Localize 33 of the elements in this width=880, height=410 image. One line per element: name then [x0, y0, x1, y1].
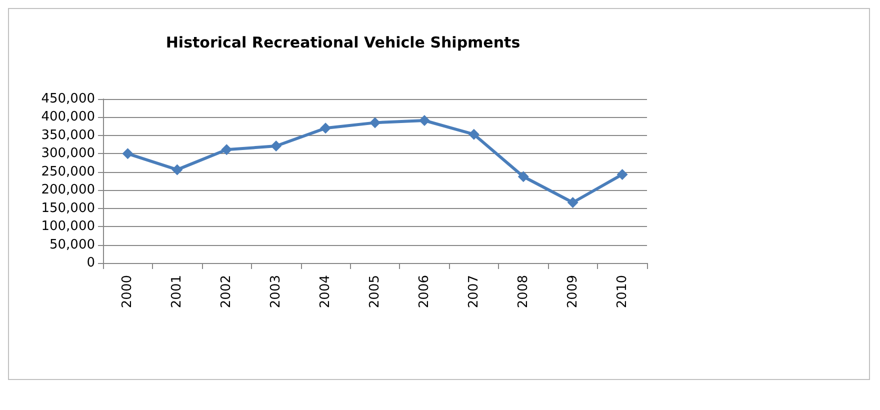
point [518, 171, 529, 182]
point [221, 144, 232, 156]
y-tick-label: 50,000 [50, 237, 95, 252]
y-tick-label: 300,000 [41, 146, 95, 162]
point [616, 168, 628, 180]
x-tick-label: 2010 [614, 275, 630, 308]
x-tick-label: 2004 [318, 275, 334, 308]
point [270, 140, 282, 152]
y-tick-label: 100,000 [41, 219, 95, 234]
chart-title: Historical Recreational Vehicle Shipments [166, 34, 520, 52]
y-tick-label: 0 [86, 256, 95, 270]
x-tick-label: 2000 [120, 275, 136, 308]
point [172, 164, 183, 176]
x-tick-label: 2001 [170, 275, 185, 308]
x-tick-label: 2008 [516, 275, 531, 308]
y-tick-label: 400,000 [41, 110, 95, 125]
y-tick-label: 350,000 [41, 128, 95, 143]
y-tick-label: 200,000 [41, 182, 95, 198]
x-tick-label: 2005 [368, 275, 382, 308]
x-tick-label: 2002 [219, 275, 234, 308]
point [418, 115, 430, 126]
point [122, 148, 134, 160]
y-tick-label: 450,000 [41, 92, 95, 106]
point [567, 197, 578, 208]
point [320, 122, 332, 134]
x-tick-label: 2006 [416, 275, 432, 308]
x-tick-label: 2007 [466, 275, 482, 308]
point [370, 117, 380, 128]
x-tick-label: 2009 [565, 275, 580, 308]
x-tick-label: 2003 [268, 275, 284, 308]
y-tick-label: 250,000 [41, 164, 95, 180]
point [468, 128, 480, 140]
y-tick-label: 150,000 [41, 200, 95, 216]
